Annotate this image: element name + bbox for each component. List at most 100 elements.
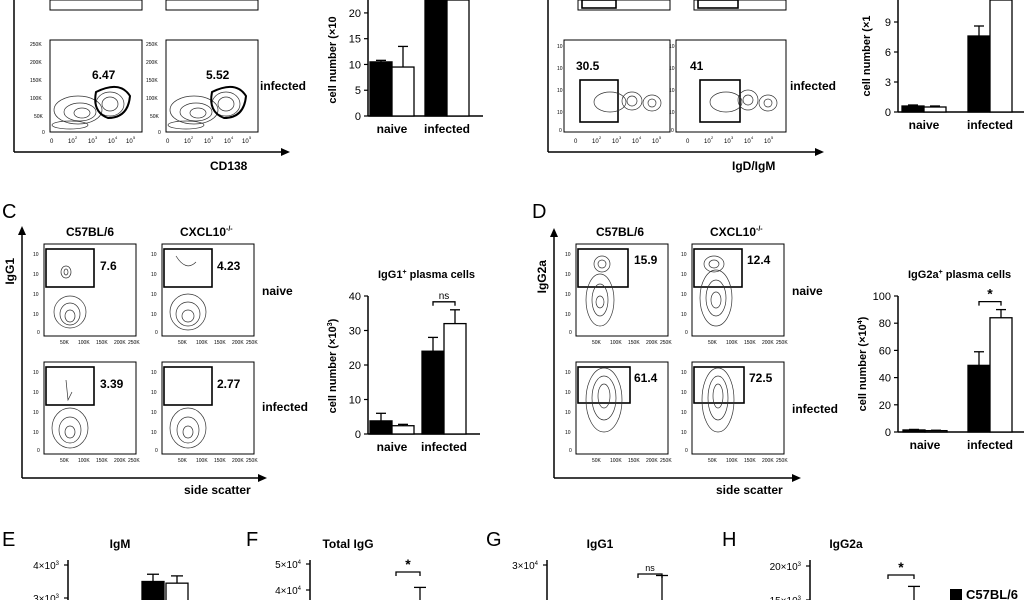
gate-value-c-naive-wt: 7.6 [100, 259, 117, 273]
tick-label: 10 [88, 139, 95, 145]
tick-label: 100K [610, 458, 622, 464]
chart-f-ytick-label: 5×104 [275, 560, 302, 571]
tick-label: 10 [704, 139, 711, 145]
chart-e-ytick-sup: 3 [56, 594, 60, 600]
tick-label: 150K [96, 340, 108, 346]
panel-letter-g: G [486, 529, 502, 551]
tick-label: 150K [628, 340, 640, 346]
tick-label: 10 [681, 272, 687, 278]
chart-f-significance-bracket [395, 571, 421, 576]
tick-label: 250K [146, 42, 158, 48]
tick-label: 10 [632, 139, 639, 145]
flow-axis-label-igg2a: IgG2a [535, 260, 549, 294]
chart-b-category-label: naive [909, 118, 940, 132]
tick-label: 10 [681, 430, 687, 436]
chart-d-title: IgG2a+ plasma cells [908, 269, 1011, 281]
tick-label: 200K [114, 458, 126, 464]
tick-label: 200K [114, 340, 126, 346]
tick-label: 10 [744, 139, 751, 145]
chart-h-title: IgG2a [829, 537, 863, 551]
arrow-icon [258, 474, 267, 482]
chart-g-title: IgG1 [587, 537, 614, 551]
gate-c-naive-wt [45, 248, 95, 288]
chart-c-ylabel-sup: 3 [327, 322, 334, 326]
tick-label: 150K [146, 78, 158, 84]
tick-label: 10 [204, 139, 211, 145]
chart-d-bar-ko-infected [989, 317, 1013, 433]
chart-c-ytick-label: 20 [349, 360, 361, 372]
tick-label: 2 [599, 135, 602, 140]
tick-label: 0 [37, 448, 40, 454]
chart-d-bar-wt-naive [902, 429, 926, 433]
flow-d-ticks: 50K 100K 150K 200K 250K 50K 100K 150K 20… [565, 252, 788, 464]
chart-c-bar-ko-infected [443, 322, 467, 435]
gate-b-naive-wt [581, 0, 617, 9]
chart-b-bar-ko-naive [923, 106, 947, 113]
chart-f-title: Total IgG [322, 537, 373, 551]
flow-b-yticks: 10 10 10 10 0 10 10 10 10 0 [557, 44, 675, 134]
flow-a-yticks: 250K 200K 150K 100K 50K 0 250K 200K 150K… [30, 42, 161, 136]
contour-a-infected-ko [167, 91, 241, 130]
tick-label: 10 [681, 390, 687, 396]
tick-label: 10 [681, 370, 687, 376]
gate-d-naive-wt [577, 248, 629, 288]
flow-plot-d-infected-wt [575, 361, 669, 455]
chart-a-category-label: naive [377, 122, 408, 136]
chart-c-category-label: infected [421, 440, 467, 454]
gate-value-d-naive-wt: 15.9 [634, 253, 658, 267]
chart-h-ytick-label: 20×103 [770, 562, 802, 573]
tick-label: 250K [128, 340, 140, 346]
flow-plot-b-infected-ko [675, 39, 787, 133]
tick-label: 4 [751, 135, 754, 140]
tick-label: 3 [211, 135, 214, 140]
chart-d-ylabel-sup: 4 [857, 320, 864, 324]
chart-d-ytick-label: 60 [879, 345, 891, 357]
flow-plot-a-naive-ko [165, 0, 259, 11]
tick-label: 250K [30, 42, 42, 48]
tick-label: 250K [660, 458, 672, 464]
chart-b-category-label: infected [967, 118, 1013, 132]
tick-label: 10 [565, 272, 571, 278]
row-label-infected-a: infected [260, 79, 306, 93]
panel-letter-e: E [2, 529, 15, 551]
panel-letter-c: C [2, 201, 16, 223]
tick-label: 10 [224, 139, 231, 145]
panel-letter-f: F [246, 529, 258, 551]
tick-label: 150K [214, 458, 226, 464]
chart-c-title-rest: plasma cells [407, 269, 476, 281]
tick-label: 2 [75, 135, 78, 140]
legend-label-wt: C57BL/6 [966, 587, 1018, 600]
tick-label: 0 [42, 130, 45, 136]
contour-a-infected-wt [51, 91, 125, 130]
tick-label: 200K [232, 340, 244, 346]
flow-plot-c-infected-wt [43, 361, 137, 455]
tick-label: 10 [557, 110, 563, 116]
tick-label: 0 [569, 330, 572, 336]
gate-d-infected-ko [693, 366, 745, 404]
tick-label: 10 [565, 370, 571, 376]
tick-label: 0 [685, 330, 688, 336]
tick-label: 200K [762, 340, 774, 346]
tick-label: 10 [669, 66, 675, 72]
gate-a-infected-ko [210, 85, 248, 120]
panel-letter-d: D [532, 201, 546, 223]
tick-label: 4 [115, 135, 118, 140]
chart-d-title-sup: + [939, 269, 943, 276]
legend: C57BL/6 [950, 587, 1018, 600]
tick-label: 10 [33, 430, 39, 436]
chart-c-bar-wt-naive [369, 420, 393, 435]
chart-b-ylabel: cell number (×1 [861, 15, 873, 96]
gate-value-a-infected-ko: 5.52 [206, 68, 230, 82]
chart-d-category-label: naive [910, 438, 941, 452]
chart-c-ytick-label: 40 [349, 291, 361, 303]
tick-label: 10 [242, 139, 249, 145]
strain-label-ko-d: CXCL10-/- [710, 225, 763, 239]
tick-label: 50K [178, 340, 188, 346]
tick-label: 10 [681, 252, 687, 258]
tick-label: 10 [681, 312, 687, 318]
chart-b-ytick-label: 3 [885, 77, 891, 89]
chart-e-ytick-label: 3×103 [33, 594, 60, 600]
chart-c-ylabel: cell number (×103) [327, 318, 339, 413]
chart-d-category-label: infected [967, 438, 1013, 452]
